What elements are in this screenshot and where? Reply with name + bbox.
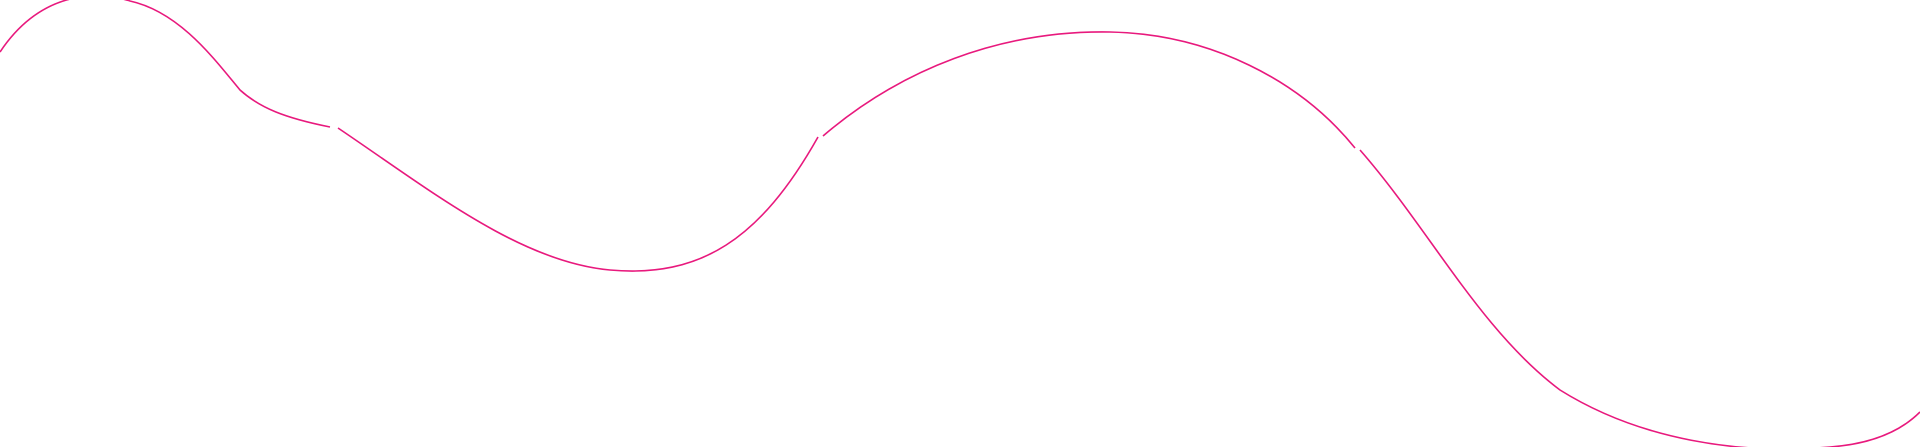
wave-segment-1 (0, 0, 331, 128)
wave-segment-3 (822, 31, 1356, 149)
wave-segment-4 (1359, 149, 1920, 447)
wave-segment-2 (337, 127, 819, 272)
